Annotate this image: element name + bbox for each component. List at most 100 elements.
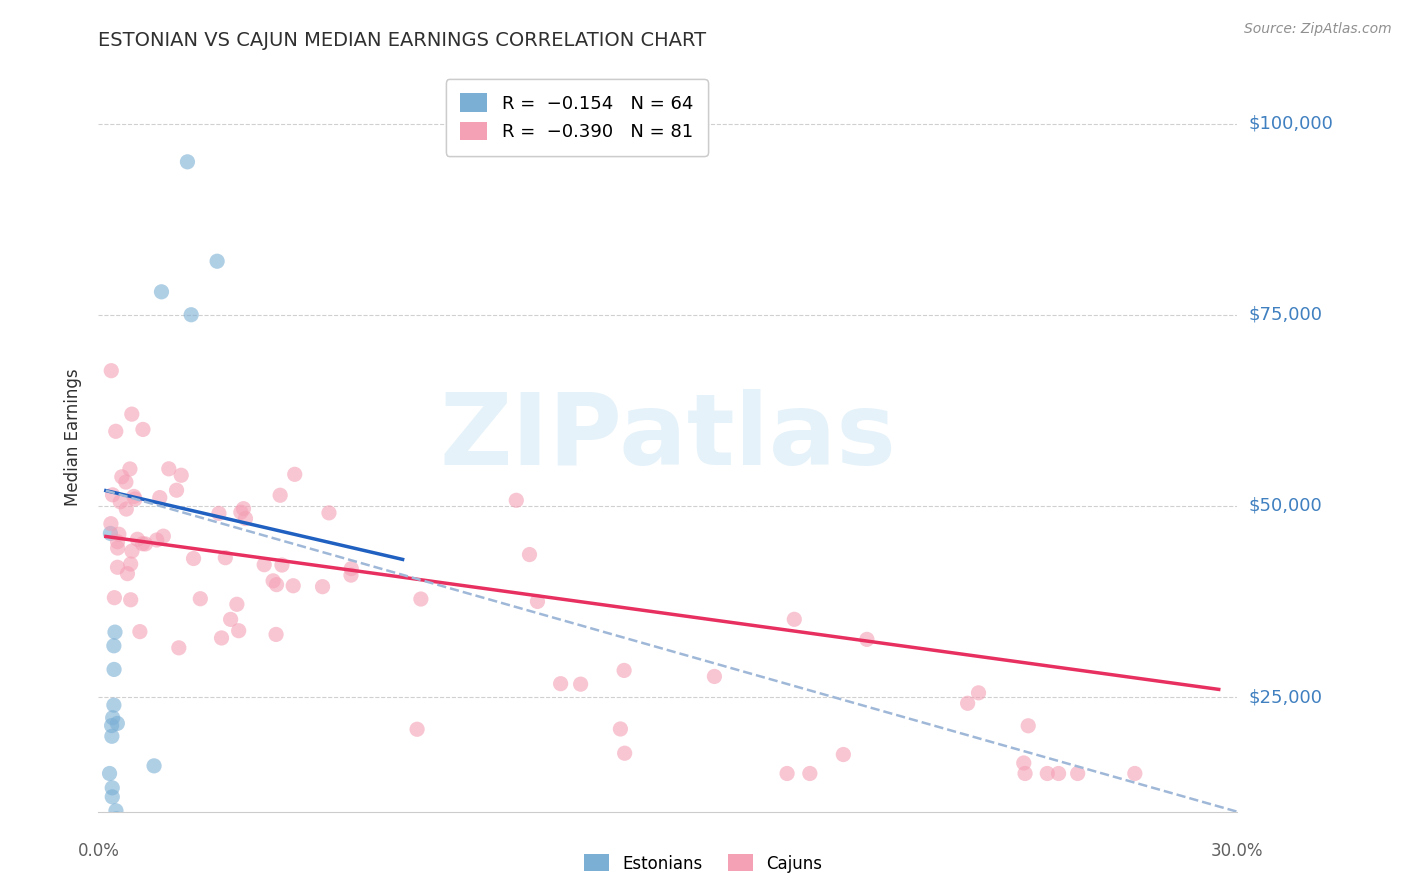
Point (107, 541, 129, 555)
Point (118, 462, 141, 476)
Point (170, 468, 193, 483)
Point (100, 526, 122, 541)
Point (104, 804, 127, 818)
Point (832, 747, 855, 762)
Point (232, 501, 254, 516)
Point (120, 557, 142, 571)
Point (180, 308, 202, 322)
Point (1123, 766, 1146, 780)
Point (150, 285, 173, 299)
Point (526, 594, 548, 608)
Point (115, 502, 138, 516)
Point (214, 550, 236, 565)
Point (1017, 719, 1039, 733)
Point (121, 407, 143, 421)
Point (1066, 766, 1088, 780)
Text: $50,000: $50,000 (1249, 497, 1322, 515)
Point (613, 746, 636, 760)
Point (550, 676, 572, 690)
Point (107, 560, 129, 574)
Point (264, 627, 287, 641)
Point (107, 848, 129, 863)
Point (124, 491, 146, 506)
Point (703, 669, 725, 683)
Point (122, 490, 145, 504)
Point (101, 711, 124, 725)
Point (340, 561, 363, 575)
Point (149, 491, 172, 505)
Point (107, 534, 129, 549)
Point (100, 364, 122, 378)
Text: $75,000: $75,000 (1249, 306, 1323, 324)
Point (519, 548, 541, 562)
Point (311, 580, 333, 594)
Point (1047, 766, 1070, 780)
Point (188, 591, 211, 606)
Point (284, 467, 307, 482)
Point (103, 591, 125, 605)
Y-axis label: Median Earnings: Median Earnings (65, 368, 83, 506)
Point (229, 505, 252, 519)
Point (105, 812, 128, 826)
Point (609, 722, 631, 736)
Point (128, 624, 150, 639)
Text: ESTONIAN VS CAJUN MEDIAN EARNINGS CORRELATION CHART: ESTONIAN VS CAJUN MEDIAN EARNINGS CORREL… (98, 30, 707, 50)
Point (101, 488, 124, 502)
Point (108, 527, 131, 541)
Legend: Estonians, Cajuns: Estonians, Cajuns (578, 847, 828, 880)
Point (253, 558, 276, 572)
Point (115, 475, 138, 489)
Point (110, 495, 132, 509)
Point (956, 696, 979, 710)
Point (569, 677, 592, 691)
Point (111, 470, 134, 484)
Point (100, 718, 122, 732)
Point (131, 537, 153, 551)
Point (271, 558, 294, 572)
Point (505, 493, 527, 508)
Point (127, 533, 149, 547)
Point (225, 597, 247, 611)
Point (799, 766, 821, 780)
Legend: R =  −0.154   N = 64, R =  −0.390   N = 81: R = −0.154 N = 64, R = −0.390 N = 81 (446, 79, 707, 155)
Text: $25,000: $25,000 (1249, 688, 1323, 706)
Point (101, 729, 124, 743)
Point (1036, 766, 1059, 780)
Point (104, 625, 127, 640)
Point (613, 664, 636, 678)
Point (120, 592, 142, 607)
Point (103, 662, 125, 676)
Point (266, 577, 288, 591)
Point (145, 533, 167, 547)
Point (143, 759, 166, 773)
Point (101, 780, 124, 795)
Point (283, 579, 305, 593)
Point (340, 568, 363, 582)
Point (318, 506, 340, 520)
Point (776, 766, 799, 780)
Point (783, 612, 806, 626)
Point (103, 698, 125, 713)
Point (409, 592, 432, 607)
Point (103, 639, 125, 653)
Point (117, 566, 139, 581)
Point (211, 631, 233, 645)
Point (406, 723, 429, 737)
Point (98, 766, 121, 780)
Text: 0.0%: 0.0% (77, 842, 120, 860)
Text: Source: ZipAtlas.com: Source: ZipAtlas.com (1244, 22, 1392, 37)
Point (121, 544, 143, 558)
Point (100, 516, 122, 531)
Point (101, 789, 124, 804)
Point (105, 716, 128, 731)
Point (176, 154, 198, 169)
Point (1012, 756, 1035, 770)
Point (132, 422, 155, 436)
Point (228, 624, 250, 638)
Point (134, 537, 156, 551)
Point (157, 462, 180, 476)
Text: $100,000: $100,000 (1249, 114, 1333, 133)
Point (235, 511, 257, 525)
Point (1014, 766, 1036, 780)
Text: ZIPatlas: ZIPatlas (440, 389, 896, 485)
